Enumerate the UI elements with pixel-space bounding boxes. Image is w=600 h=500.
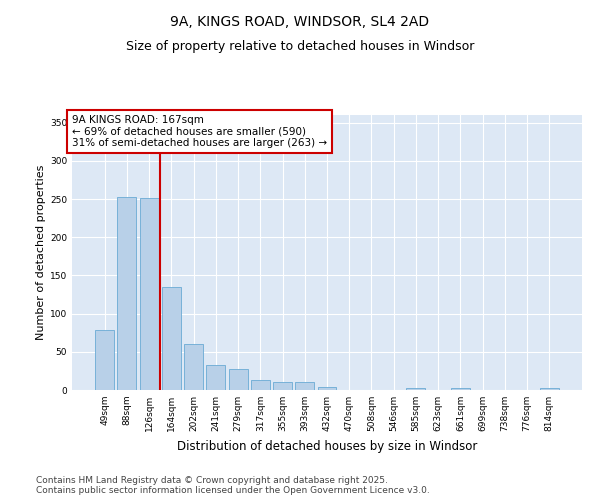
Bar xyxy=(295,382,314,390)
Text: Size of property relative to detached houses in Windsor: Size of property relative to detached ho… xyxy=(126,40,474,53)
Bar xyxy=(540,388,559,390)
Bar xyxy=(162,287,181,390)
Bar xyxy=(251,380,270,390)
Bar xyxy=(184,344,203,390)
Bar xyxy=(118,198,136,390)
Text: 9A KINGS ROAD: 167sqm
← 69% of detached houses are smaller (590)
31% of semi-det: 9A KINGS ROAD: 167sqm ← 69% of detached … xyxy=(72,115,327,148)
Bar xyxy=(229,368,248,390)
Y-axis label: Number of detached properties: Number of detached properties xyxy=(36,165,46,340)
Text: 9A, KINGS ROAD, WINDSOR, SL4 2AD: 9A, KINGS ROAD, WINDSOR, SL4 2AD xyxy=(170,15,430,29)
Bar xyxy=(95,330,114,390)
Bar xyxy=(273,382,292,390)
X-axis label: Distribution of detached houses by size in Windsor: Distribution of detached houses by size … xyxy=(177,440,477,452)
Bar xyxy=(206,365,225,390)
Text: Contains HM Land Registry data © Crown copyright and database right 2025.
Contai: Contains HM Land Registry data © Crown c… xyxy=(36,476,430,495)
Bar xyxy=(317,387,337,390)
Bar xyxy=(406,388,425,390)
Bar xyxy=(451,388,470,390)
Bar xyxy=(140,198,158,390)
